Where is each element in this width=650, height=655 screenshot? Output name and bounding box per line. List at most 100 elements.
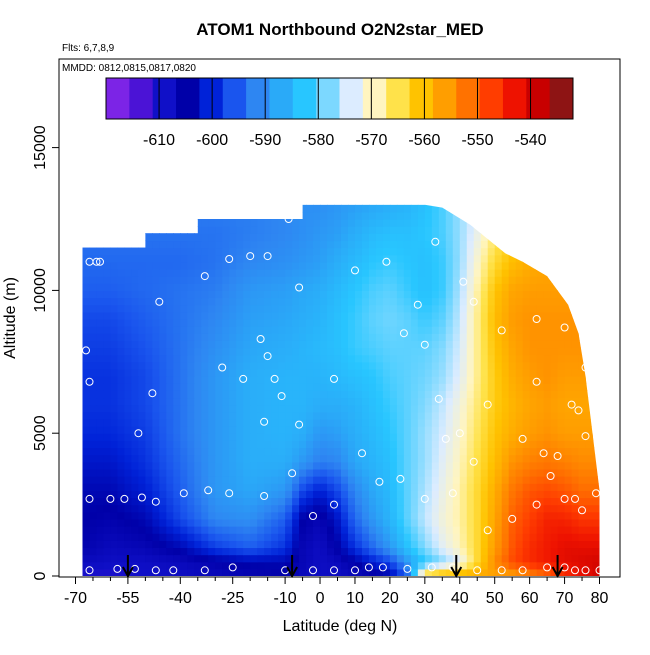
heatmap-cell <box>445 354 454 363</box>
heatmap-cell <box>571 461 580 470</box>
heatmap-cell <box>194 490 202 499</box>
colorbar-tick-label: -540 <box>515 132 547 149</box>
heatmap-cell <box>124 526 132 534</box>
heatmap-cell <box>410 526 419 534</box>
heatmap-cell <box>550 411 559 420</box>
heatmap-cell <box>480 440 489 449</box>
heatmap-cell <box>508 383 517 391</box>
heatmap-cell <box>327 554 335 563</box>
heatmap-cell <box>459 290 468 299</box>
heatmap-cell <box>347 290 356 299</box>
heatmap-cell <box>180 554 188 563</box>
heatmap-cell <box>313 518 321 527</box>
heatmap-cell <box>327 447 335 456</box>
heatmap-cell <box>327 240 335 249</box>
heatmap-cell <box>557 483 566 491</box>
heatmap-cell <box>452 383 461 391</box>
heatmap-cell <box>424 318 433 327</box>
heatmap-cell <box>564 226 573 234</box>
heatmap-cell <box>473 276 482 284</box>
heatmap-cell <box>564 518 573 527</box>
heatmap-cell <box>89 497 98 506</box>
heatmap-cell <box>382 504 391 513</box>
heatmap-cell <box>494 376 503 384</box>
heatmap-cell <box>103 433 112 441</box>
heatmap-cell <box>501 361 510 370</box>
heatmap-cell <box>208 418 216 427</box>
heatmap-cell <box>292 390 300 399</box>
heatmap-cell <box>487 311 496 320</box>
heatmap-cell <box>138 447 146 456</box>
heatmap-cell <box>445 504 454 513</box>
heatmap-cell <box>431 254 440 263</box>
x-tick-label: 70 <box>556 590 574 607</box>
heatmap-cell <box>501 440 510 449</box>
heatmap-cell <box>438 454 447 463</box>
heatmap-cell <box>250 411 258 420</box>
heatmap-cell <box>515 233 524 242</box>
heatmap-cell <box>292 540 300 549</box>
heatmap-cell <box>236 311 244 320</box>
heatmap-cell <box>389 568 398 576</box>
observation-point <box>169 566 178 575</box>
heatmap-cell <box>166 318 174 327</box>
heatmap-cell <box>327 368 335 377</box>
heatmap-cell <box>585 219 594 227</box>
heatmap-cell <box>368 547 377 556</box>
heatmap-cell <box>180 461 188 470</box>
heatmap-cell <box>515 368 524 377</box>
heatmap-cell <box>571 311 580 320</box>
heatmap-cell <box>473 504 482 513</box>
heatmap-cell <box>313 204 321 213</box>
heatmap-cell <box>564 311 573 320</box>
heatmap-cell <box>306 404 314 413</box>
heatmap-cell <box>166 561 174 570</box>
heatmap-cell <box>187 219 195 227</box>
heatmap-cell <box>564 397 573 406</box>
heatmap-cell <box>452 233 461 242</box>
heatmap-cell <box>480 490 489 499</box>
heatmap-cell <box>145 447 153 456</box>
heatmap-cell <box>459 276 468 284</box>
heatmap-cell <box>96 304 105 313</box>
heatmap-cell <box>508 547 517 556</box>
heatmap-cell <box>571 361 580 370</box>
heatmap-cell <box>382 376 391 384</box>
heatmap-cell <box>557 333 566 341</box>
heatmap-cell <box>215 283 223 291</box>
heatmap-cell <box>82 547 91 556</box>
heatmap-cell <box>222 240 230 249</box>
heatmap-cell <box>459 254 468 263</box>
heatmap-cell <box>250 404 258 413</box>
heatmap-cell <box>131 390 139 399</box>
heatmap-cell <box>340 554 349 563</box>
heatmap-cell <box>201 447 209 456</box>
observation-point <box>288 469 297 478</box>
heatmap-cell <box>417 418 426 427</box>
heatmap-cell <box>445 568 454 576</box>
heatmap-cell <box>347 483 356 491</box>
heatmap-cell <box>410 440 419 449</box>
heatmap-cell <box>410 333 419 341</box>
heatmap-cell <box>550 326 559 334</box>
heatmap-cell <box>396 490 405 499</box>
heatmap-cell <box>592 261 600 270</box>
heatmap-cell <box>278 333 286 341</box>
heatmap-cell <box>375 468 384 477</box>
heatmap-cell <box>243 290 251 299</box>
heatmap-cell <box>452 283 461 291</box>
heatmap-cell <box>585 497 594 506</box>
heatmap-cell <box>194 226 202 234</box>
heatmap-cell <box>571 204 580 213</box>
heatmap-cell <box>82 540 91 549</box>
heatmap-cell <box>564 340 573 349</box>
heatmap-cell <box>410 318 419 327</box>
heatmap-cell <box>96 226 105 234</box>
heatmap-cell <box>438 383 447 391</box>
heatmap-cell <box>529 211 538 220</box>
heatmap-cell <box>396 511 405 520</box>
heatmap-cell <box>201 540 209 549</box>
heatmap-cell <box>424 497 433 506</box>
heatmap-cell <box>138 368 146 377</box>
heatmap-cell <box>480 247 489 256</box>
